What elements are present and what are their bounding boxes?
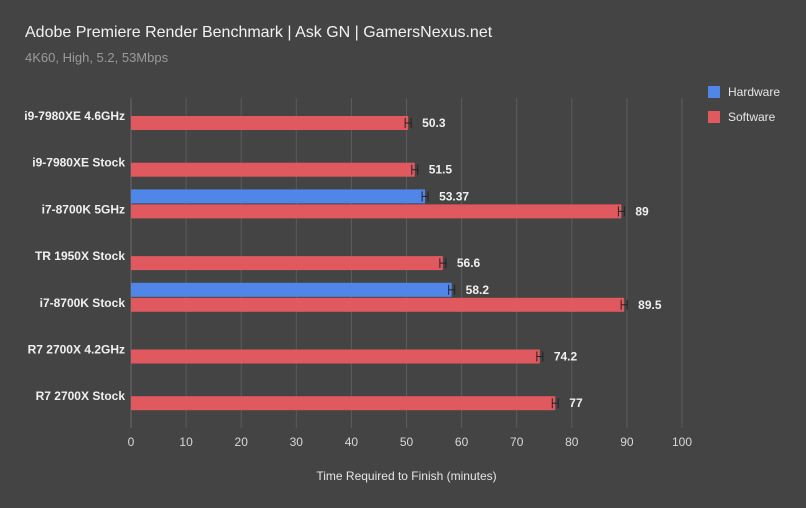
category-label: i9-7980XE 4.6GHz	[24, 109, 125, 123]
bar-hardware	[131, 282, 452, 297]
data-label-software: 89	[635, 204, 649, 218]
bar-software	[131, 396, 556, 411]
bar-software	[131, 349, 540, 364]
chart-subtitle: 4K60, High, 5.2, 53Mbps	[25, 50, 169, 65]
legend-swatch-software	[708, 111, 720, 123]
x-tick-label: 90	[620, 435, 634, 449]
x-tick-label: 20	[235, 435, 249, 449]
legend-item-software: Software	[708, 110, 775, 124]
category-label: i7-8700K 5GHz	[42, 202, 125, 216]
bar-software	[131, 116, 409, 130]
data-label-hardware: 53.37	[439, 189, 469, 203]
x-tick-label: 50	[400, 435, 414, 449]
bar-hardware	[131, 189, 426, 204]
data-label-software: 51.5	[429, 163, 453, 177]
data-label-software: 77	[569, 396, 583, 410]
x-tick-label: 40	[345, 435, 359, 449]
legend-swatch-hardware	[708, 86, 720, 98]
x-axis-label: Time Required to Finish (minutes)	[316, 469, 496, 483]
legend-item-hardware: Hardware	[708, 85, 780, 99]
bar-software	[131, 204, 622, 219]
data-label-software: 74.2	[554, 350, 578, 364]
category-label: R7 2700X Stock	[36, 389, 126, 403]
legend-label-software: Software	[728, 110, 776, 124]
x-tick-label: 60	[455, 435, 469, 449]
legend-label-hardware: Hardware	[728, 85, 781, 99]
data-label-software: 50.3	[422, 116, 446, 130]
data-label-software: 89.5	[638, 298, 662, 312]
data-label-hardware: 58.2	[466, 283, 490, 297]
data-label-software: 56.6	[457, 256, 481, 270]
bar-software	[131, 297, 625, 312]
x-tick-label: 10	[179, 435, 193, 449]
category-label: i7-8700K Stock	[40, 296, 126, 310]
bar-software	[131, 162, 415, 177]
x-tick-label: 100	[672, 435, 692, 449]
category-label: i9-7980XE Stock	[32, 156, 125, 170]
x-tick-label: 30	[290, 435, 304, 449]
x-tick-label: 70	[510, 435, 524, 449]
chart-title: Adobe Premiere Render Benchmark | Ask GN…	[25, 24, 493, 41]
bar-software	[131, 256, 443, 271]
category-label: R7 2700X 4.2GHz	[28, 343, 125, 357]
category-label: TR 1950X Stock	[35, 249, 125, 263]
x-tick-label: 0	[128, 435, 135, 449]
x-tick-label: 80	[565, 435, 579, 449]
